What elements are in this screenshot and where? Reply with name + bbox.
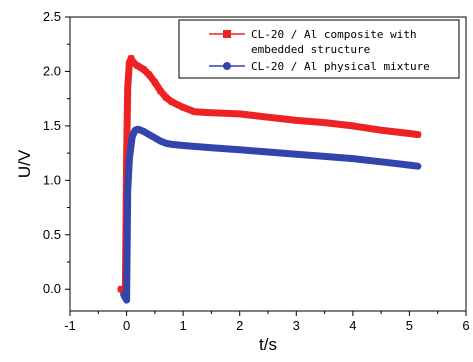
- legend-marker-composite: [223, 30, 231, 38]
- legend-label-composite-line2: embedded structure: [251, 43, 370, 56]
- data-point-composite: [146, 71, 153, 78]
- data-point-mixture: [349, 155, 356, 162]
- series-line-mixture: [120, 125, 422, 304]
- x-axis: -1 0 1 2 3 4 5 6: [64, 311, 470, 333]
- y-tick-label: 1.5: [43, 118, 61, 133]
- y-axis: 0.0 0.5 1.0 1.5 2.0 2.5: [43, 9, 70, 296]
- x-tick-label: 3: [293, 318, 300, 333]
- data-point-mixture: [163, 140, 170, 147]
- x-tick-label: 4: [349, 318, 356, 333]
- data-point-composite: [134, 63, 141, 69]
- data-point-composite: [163, 94, 170, 101]
- data-point-composite: [126, 59, 133, 66]
- data-point-mixture: [134, 126, 141, 133]
- data-point-mixture: [236, 146, 243, 153]
- data-point-composite: [180, 104, 187, 111]
- y-axis-title: U/V: [15, 149, 34, 178]
- data-point-mixture: [126, 155, 133, 162]
- y-tick-label: 1.0: [43, 172, 61, 187]
- x-tick-label: 6: [462, 318, 469, 333]
- data-point-composite: [130, 59, 137, 66]
- data-point-composite: [414, 131, 421, 138]
- series-layer: [117, 54, 422, 304]
- data-point-mixture: [265, 149, 271, 156]
- data-point-composite: [128, 55, 135, 62]
- y-tick-label: 2.0: [43, 63, 61, 78]
- data-point-mixture: [168, 141, 175, 148]
- x-tick-label: 1: [180, 318, 187, 333]
- x-tick-label: 0: [123, 318, 130, 333]
- data-point-composite: [191, 108, 198, 115]
- legend: CL-20 / Al composite with embedded struc…: [178, 19, 460, 79]
- data-point-mixture: [129, 133, 136, 140]
- data-point-composite: [265, 114, 271, 121]
- legend-marker-mixture: [223, 62, 231, 70]
- data-point-mixture: [151, 134, 158, 141]
- data-point-composite: [236, 110, 243, 117]
- data-point-mixture: [157, 138, 164, 145]
- data-point-mixture: [293, 151, 300, 158]
- data-point-mixture: [146, 131, 153, 138]
- data-point-mixture: [321, 153, 328, 160]
- data-point-composite: [406, 130, 413, 137]
- data-point-mixture: [124, 188, 131, 195]
- x-tick-label: 2: [236, 318, 243, 333]
- data-point-mixture: [378, 158, 385, 165]
- data-point-composite: [208, 109, 215, 116]
- series-line-composite: [117, 54, 422, 295]
- y-tick-label: 2.5: [43, 9, 61, 24]
- data-point-composite: [321, 119, 328, 126]
- data-point-composite: [140, 66, 147, 73]
- data-point-composite: [168, 98, 175, 105]
- data-point-mixture: [414, 163, 421, 170]
- data-point-composite: [378, 127, 385, 134]
- y-tick-label: 0.0: [43, 281, 61, 296]
- data-point-mixture: [406, 162, 413, 169]
- data-point-composite: [157, 88, 164, 95]
- data-point-composite: [293, 117, 300, 124]
- data-point-composite: [349, 122, 356, 129]
- data-point-mixture: [140, 128, 147, 135]
- data-point-mixture: [123, 297, 130, 304]
- x-tick-label: -1: [64, 318, 76, 333]
- y-tick-label: 0.5: [43, 227, 61, 242]
- legend-label-composite-line1: CL-20 / Al composite with: [251, 28, 417, 41]
- legend-label-mixture: CL-20 / Al physical mixture: [251, 60, 430, 73]
- x-axis-title: t/s: [259, 335, 277, 354]
- data-point-mixture: [180, 142, 187, 149]
- x-tick-label: 5: [406, 318, 413, 333]
- data-point-composite: [124, 84, 131, 91]
- data-point-composite: [151, 79, 158, 86]
- data-point-mixture: [208, 144, 215, 151]
